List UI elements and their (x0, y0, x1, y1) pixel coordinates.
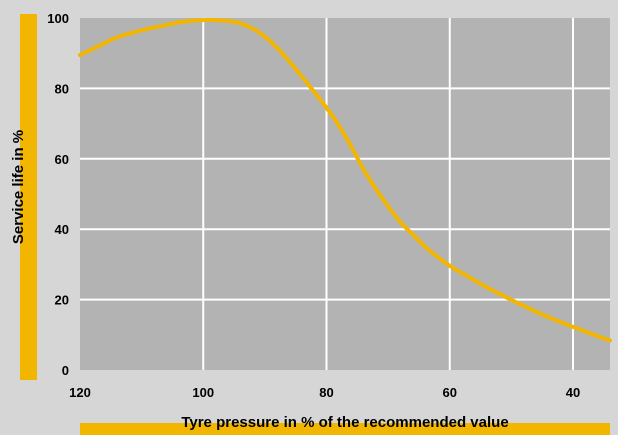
x-tick-label: 120 (69, 385, 91, 400)
y-tick-label: 100 (47, 11, 69, 26)
y-tick-label: 20 (55, 293, 69, 308)
y-tick-label: 0 (62, 363, 69, 378)
tick-labels: 120 100 80 60 40 0 20 40 60 80 100 (47, 11, 580, 400)
x-tick-label: 80 (319, 385, 333, 400)
x-tick-label: 40 (566, 385, 580, 400)
y-tick-label: 40 (55, 222, 69, 237)
series-line (78, 17, 612, 343)
plot-area (80, 18, 610, 370)
x-axis-title: Tyre pressure in % of the recommended va… (181, 414, 508, 431)
y-tick-label: 60 (55, 152, 69, 167)
y-tick-label: 80 (55, 81, 69, 96)
x-tick-label: 60 (443, 385, 457, 400)
y-axis-title: Service life in % (10, 130, 27, 244)
x-tick-label: 100 (192, 385, 214, 400)
grid (80, 18, 610, 370)
y-axis-accent-bar (20, 14, 37, 380)
x-axis-accent-bar (80, 423, 610, 435)
